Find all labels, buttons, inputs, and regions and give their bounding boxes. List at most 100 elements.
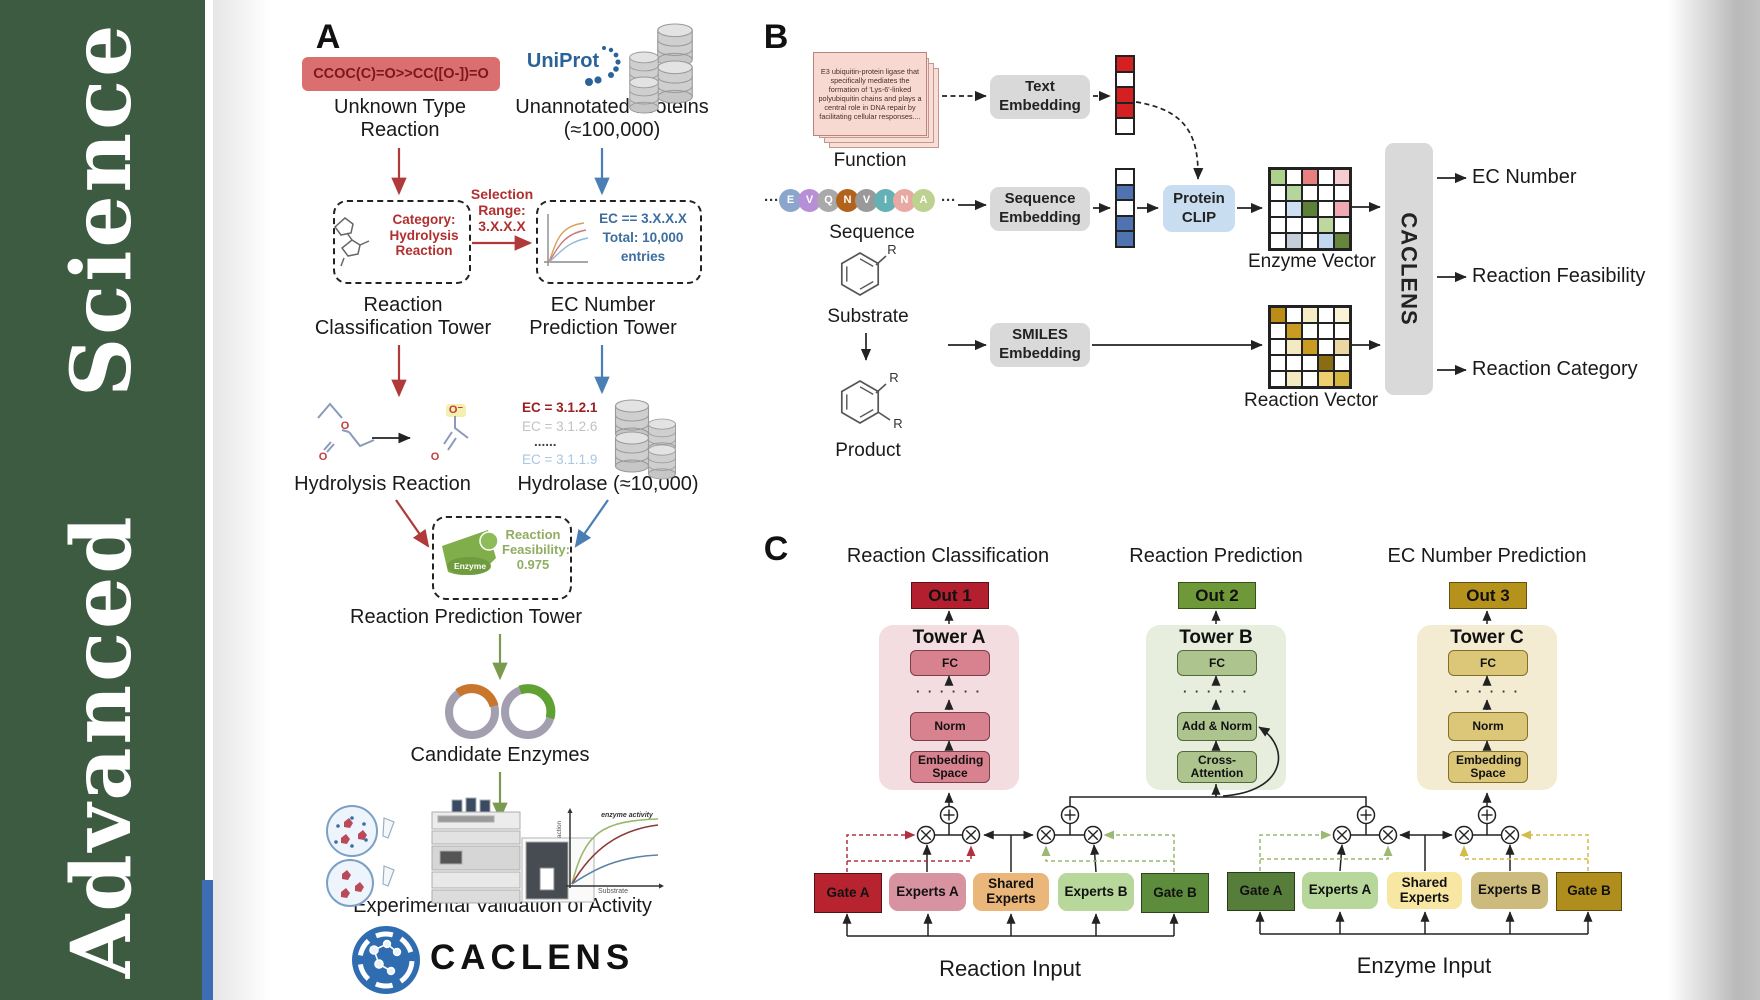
vector-cell <box>1270 169 1286 185</box>
vector-cell <box>1302 355 1318 371</box>
acetate-molecule-icon <box>443 416 469 451</box>
vector-cell <box>1302 323 1318 339</box>
substrate-r-bond <box>875 255 887 266</box>
vector-cell <box>1270 307 1286 323</box>
hydrolase-database-icon <box>614 399 676 480</box>
vector-cell <box>1116 184 1134 201</box>
curves-plot-icon <box>544 214 589 266</box>
vector-cell <box>1318 323 1334 339</box>
vector-cell <box>1286 201 1302 217</box>
vector-cell <box>1318 233 1334 249</box>
arrow-hydrolase-to-prediction <box>574 499 609 548</box>
vector-cell <box>1270 217 1286 233</box>
enzyme-gate-b-label: Gate B <box>1567 883 1611 899</box>
vector-cell <box>1334 185 1350 201</box>
reaction-classification-tower-label: Reaction Classification Tower <box>314 294 492 340</box>
tower-c-name: Tower C <box>1450 627 1524 648</box>
reaction-prediction-tower-label: Reaction Prediction Tower <box>350 606 582 628</box>
page-right-shadow <box>1668 0 1760 1000</box>
function-card-text: E3 ubiquitin-protein ligase that specifi… <box>818 67 922 121</box>
activity-plot-title: enzyme activity <box>601 812 653 819</box>
vector-cell <box>1302 185 1318 201</box>
unannotated-proteins-label: Unannotated Proteins (≈100,000) <box>515 96 709 142</box>
ester-o-atom: O <box>340 420 350 432</box>
out1-label: Out 1 <box>928 585 972 605</box>
vector-cell <box>1318 339 1334 355</box>
molecule-icon <box>333 217 370 267</box>
microscopy-icon <box>326 805 395 907</box>
vector-cell <box>1318 201 1334 217</box>
out2-box: Out 2 <box>1178 582 1256 609</box>
ec-list-item: EC = 3.1.1.9 <box>522 452 598 467</box>
residue-circle: N <box>893 188 916 212</box>
enzyme-blob-label: Enzyme <box>453 561 487 571</box>
uniprot-dots-icon <box>585 46 621 86</box>
vector-cell <box>1286 307 1302 323</box>
tower-b-add-norm-label: Add & Norm <box>1182 719 1252 734</box>
tower-b-fc-label: FC <box>1209 655 1225 670</box>
vector-cell <box>1116 169 1134 185</box>
text-embedding-label: Text Embedding <box>999 78 1081 114</box>
tower-a-embedding-space: Embedding Space <box>910 751 990 783</box>
vector-cell <box>1270 233 1286 249</box>
smiles-box: CCOC(C)=O>>CC([O-])=O <box>302 57 500 91</box>
out3-label: Out 3 <box>1466 585 1510 605</box>
vector-cell <box>1270 355 1286 371</box>
tower-a-fc-label: FC <box>942 655 958 670</box>
reaction-experts-a-label: Experts A <box>896 883 959 899</box>
ec-list-item: EC = 3.1.2.1 <box>522 400 598 415</box>
substrate-r-label: R <box>887 242 897 257</box>
vector-cell <box>1302 169 1318 185</box>
vector-cell <box>1334 339 1350 355</box>
caclens-bar: CACLENS <box>1385 143 1433 395</box>
enzyme-vector-grid <box>1268 167 1352 251</box>
vector-cell <box>1334 233 1350 249</box>
uniprot-database-icon <box>629 23 693 114</box>
reaction-prediction-box <box>432 516 572 600</box>
tower-c-embedding-space: Embedding Space <box>1448 751 1528 783</box>
vector-cell <box>1302 233 1318 249</box>
tower-c-embedding-space-label: Embedding Space <box>1456 753 1522 780</box>
vector-cell <box>1318 371 1334 387</box>
protein-clip-box: Protein CLIP <box>1163 185 1235 232</box>
reaction-experts-b-label: Experts B <box>1064 883 1128 899</box>
enzyme-experts-b-label: Experts B <box>1477 882 1542 898</box>
vector-cell <box>1334 323 1350 339</box>
sequence-ellipsis: ··· <box>941 191 956 209</box>
hydrolase-label: Hydrolase (≈10,000) <box>517 473 699 495</box>
vector-cell <box>1270 339 1286 355</box>
ec-box-line1: EC == 3.X.X.X <box>599 211 687 226</box>
vector-cell <box>1116 102 1134 119</box>
residue-circle: E <box>779 188 802 212</box>
substrate-label: Substrate <box>827 306 909 327</box>
sequence-embedding-vector <box>1115 168 1135 248</box>
vector-cell <box>1116 87 1134 103</box>
vector-cell <box>1318 185 1334 201</box>
text-embedding-box: Text Embedding <box>990 75 1090 119</box>
tower-b-name: Tower B <box>1179 627 1253 648</box>
tower-a-dots: · · · · · · <box>915 684 983 699</box>
sum-operators <box>939 805 1497 825</box>
column-title-reaction-prediction: Reaction Prediction <box>1129 545 1303 567</box>
vector-cell <box>1286 323 1302 339</box>
tower-internal-arrows <box>944 610 1492 751</box>
enzyme-gate-a-box: Gate A <box>1227 872 1295 911</box>
function-card: E3 ubiquitin-protein ligase that specifi… <box>813 52 927 136</box>
reaction-classification-box <box>333 200 471 284</box>
page-left-shadow <box>213 0 271 1000</box>
tower-b-add-norm: Add & Norm <box>1177 712 1257 741</box>
vector-cell <box>1286 355 1302 371</box>
panel-a-label: A <box>315 18 341 56</box>
ec-list-item: EC = 3.1.2.6 <box>522 419 598 434</box>
product-benzene-icon <box>840 380 880 424</box>
arrow-text-vector-to-clip <box>1135 101 1204 180</box>
vector-cell <box>1334 201 1350 217</box>
panel-b-label: B <box>763 18 789 56</box>
residue-circle: Q <box>817 188 840 212</box>
hydrolysis-reaction-label: Hydrolysis Reaction <box>294 473 471 495</box>
tower-b-cross-attention: Cross-Attention <box>1177 751 1257 783</box>
tower-b-cross-attention-label: Cross-Attention <box>1190 753 1244 780</box>
function-label: Function <box>833 150 907 171</box>
panel-c-label: C <box>763 530 789 568</box>
spine-accent <box>202 880 213 1000</box>
